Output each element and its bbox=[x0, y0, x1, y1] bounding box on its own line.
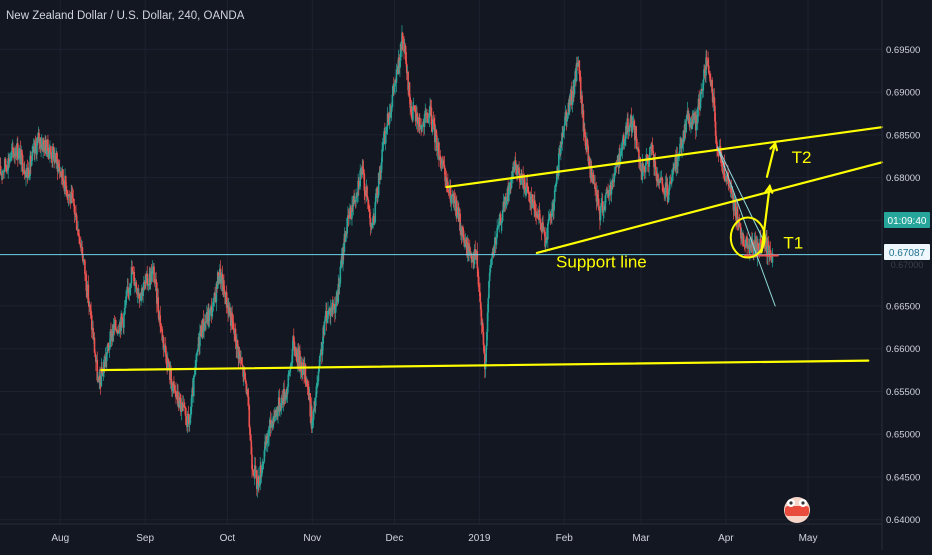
t1-label: T1 bbox=[783, 234, 803, 253]
candle-body bbox=[175, 391, 177, 396]
candle-body bbox=[518, 167, 520, 173]
x-tick-label: Dec bbox=[386, 533, 404, 544]
candle-body bbox=[84, 260, 86, 274]
candle-body bbox=[629, 123, 631, 127]
candle-body bbox=[248, 405, 250, 427]
candle-body bbox=[193, 376, 195, 396]
candle-body bbox=[127, 287, 129, 290]
candle-body bbox=[711, 80, 713, 93]
candle-body bbox=[627, 118, 629, 126]
countdown-tag: 01:09:40 bbox=[884, 212, 930, 228]
candle-body bbox=[333, 307, 335, 310]
x-tick-label: Apr bbox=[718, 533, 734, 544]
candle-body bbox=[313, 409, 315, 419]
candle-body bbox=[126, 293, 128, 296]
y-tick-label: 0.68000 bbox=[886, 173, 920, 184]
candle-body bbox=[649, 147, 651, 157]
candle-body bbox=[685, 119, 687, 132]
candle-body bbox=[594, 183, 596, 188]
candle-body bbox=[686, 115, 688, 120]
y-tick-label: 0.66000 bbox=[886, 344, 920, 355]
x-tick-label: May bbox=[799, 533, 818, 544]
y-tick-label: 0.65000 bbox=[886, 430, 920, 441]
x-tick-label: 2019 bbox=[468, 533, 491, 544]
y-tick-label: 0.69000 bbox=[886, 88, 920, 99]
candle-body bbox=[146, 273, 148, 285]
candle-body bbox=[315, 397, 317, 406]
candle-body bbox=[177, 391, 179, 403]
candle-body bbox=[496, 238, 498, 245]
current-price-tag: 0.67087 0.67000 bbox=[884, 244, 930, 270]
x-tick-label: Sep bbox=[136, 533, 154, 544]
candle-body bbox=[451, 195, 453, 196]
x-tick-label: Aug bbox=[51, 533, 69, 544]
tradingview-emoji-logo bbox=[784, 497, 810, 523]
symbol-title: New Zealand Dollar / U.S. Dollar, 240, O… bbox=[6, 10, 245, 22]
y-tick-label: 0.65500 bbox=[886, 387, 920, 398]
x-tick-label: Oct bbox=[220, 533, 236, 544]
t2-label: T2 bbox=[792, 148, 812, 167]
support-line-label: Support line bbox=[556, 252, 647, 271]
countdown-text: 01:09:40 bbox=[888, 216, 927, 227]
hidden-tick-text: 0.67000 bbox=[891, 260, 924, 270]
candle-body bbox=[655, 161, 657, 167]
candle-body bbox=[387, 113, 389, 121]
candle-body bbox=[196, 353, 198, 362]
candle-body bbox=[340, 267, 342, 284]
x-tick-label: Mar bbox=[632, 533, 650, 544]
x-tick-label: Nov bbox=[303, 533, 321, 544]
candle-body bbox=[79, 236, 81, 243]
y-tick-label: 0.66500 bbox=[886, 301, 920, 312]
candle-body bbox=[37, 137, 39, 142]
candle-body bbox=[547, 224, 549, 240]
candle-body bbox=[281, 398, 283, 410]
candle-body bbox=[142, 290, 144, 296]
candle-body bbox=[563, 126, 565, 131]
candle-body bbox=[185, 416, 187, 425]
y-tick-label: 0.68500 bbox=[886, 130, 920, 141]
y-tick-label: 0.64500 bbox=[886, 472, 920, 483]
candle-body bbox=[242, 364, 244, 366]
y-tick-label: 0.69500 bbox=[886, 45, 920, 56]
x-tick-label: Feb bbox=[556, 533, 574, 544]
candle-body bbox=[174, 385, 176, 391]
candle-body bbox=[679, 144, 681, 153]
candle-body bbox=[494, 245, 496, 254]
candle-body bbox=[487, 298, 489, 312]
y-tick-label: 0.64000 bbox=[886, 515, 920, 526]
current-price-text: 0.67087 bbox=[889, 248, 926, 259]
candle-body bbox=[476, 251, 478, 268]
